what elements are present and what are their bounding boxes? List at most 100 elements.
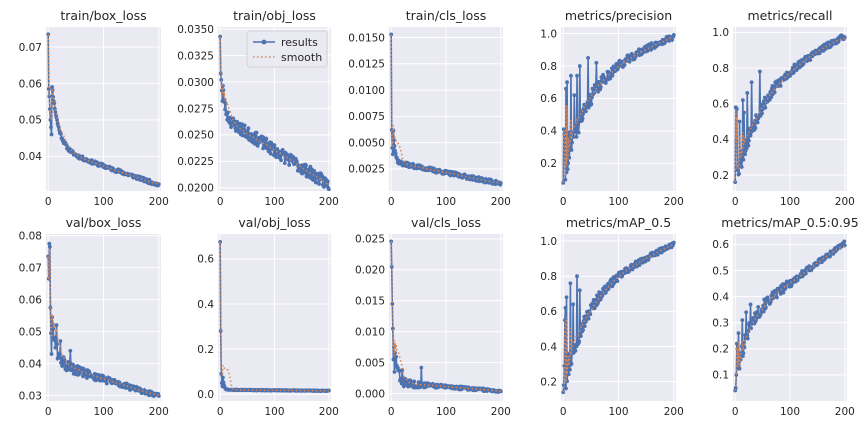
x-tick-label: 200 — [491, 196, 511, 208]
results-point — [564, 86, 568, 91]
results-point — [564, 386, 568, 391]
smooth-line — [47, 34, 159, 185]
results-point — [156, 182, 161, 187]
results-point — [744, 310, 749, 315]
results-point — [734, 107, 739, 111]
smooth-line — [390, 34, 501, 184]
results-point — [740, 354, 745, 358]
results-point — [590, 95, 594, 100]
smooth-line — [562, 36, 675, 183]
y-tick-label: 0.2 — [540, 158, 557, 170]
results-point — [561, 390, 566, 395]
results-point — [742, 110, 746, 115]
smooth-line — [734, 245, 846, 391]
results-point — [790, 65, 795, 70]
y-tick-label: 1.0 — [712, 27, 729, 39]
results-point — [49, 125, 53, 130]
y-tick-label: 0.6 — [712, 98, 729, 110]
results-point — [49, 352, 54, 356]
results-point — [77, 371, 82, 376]
legend-box — [246, 30, 328, 68]
subplot-metrics-precision: 0 100 200 0.2 0.4 0.6 0.8 1.0 metrics/precision — [540, 8, 684, 208]
y-tick-label: 0.0025 — [348, 164, 385, 176]
results-point — [274, 155, 279, 160]
results-point — [264, 136, 269, 141]
results-point — [49, 132, 54, 137]
x-tick-label: 200 — [319, 196, 339, 208]
y-tick-label: 0.0125 — [348, 59, 385, 71]
results-point — [564, 295, 569, 300]
results-point — [232, 123, 237, 128]
results-point — [576, 123, 581, 127]
y-tick-label: 0.0200 — [177, 183, 214, 195]
results-point — [47, 107, 52, 111]
y-tick-label: 0.4 — [197, 299, 214, 311]
results-point — [220, 375, 225, 380]
y-tick-label: 0.08 — [19, 230, 42, 242]
results-point — [47, 94, 52, 99]
results-point — [733, 180, 738, 184]
x-tick-label: 100 — [93, 406, 113, 418]
results-point — [575, 274, 579, 279]
results-point — [563, 177, 568, 182]
y-tick-label: 0.07 — [19, 42, 42, 54]
results-point — [54, 323, 59, 328]
results-point — [235, 119, 239, 124]
results-point — [619, 59, 624, 64]
results-point — [736, 331, 741, 336]
y-tick-label: 0.6 — [197, 254, 214, 266]
y-tick-label: 0.04 — [19, 151, 43, 163]
results-point — [254, 130, 259, 135]
x-tick-label: 100 — [608, 406, 628, 418]
results-point — [219, 78, 224, 82]
results-point — [746, 138, 751, 143]
results-point — [581, 112, 586, 117]
results-point — [769, 95, 774, 99]
subplot-metrics-map-0-5-0-95: 0 100 200 0.1 0.2 0.3 0.4 0.5 0.6 metrics/mAP_0.5… — [712, 215, 858, 418]
y-tick-label: 0.6 — [540, 306, 557, 318]
results-point — [571, 135, 576, 139]
results-point — [392, 144, 397, 148]
results-point — [246, 126, 251, 131]
results-point — [392, 370, 397, 374]
results-point — [412, 379, 417, 384]
y-tick-label: 0.0350 — [177, 24, 214, 36]
x-tick-label: 0 — [560, 196, 567, 208]
subplot-metrics-map-0-5: 0 100 200 0.2 0.4 0.6 0.8 1.0 metrics/mAP_0.5 — [540, 215, 684, 418]
results-point — [610, 73, 615, 78]
subplot-title: val/box_loss — [66, 215, 142, 230]
y-tick-label: 0.020 — [355, 265, 385, 277]
results-point — [304, 163, 308, 168]
results-point — [568, 281, 573, 286]
y-tick-label: 1.0 — [540, 236, 557, 248]
results-point — [603, 81, 608, 85]
results-point — [803, 271, 808, 276]
subplot-train-obj-loss: 0 100 200 0.0200 0.0225 0.0250 0.0275 0.0300 0.0… — [177, 8, 339, 208]
y-tick-label: 0.0100 — [348, 85, 385, 97]
results-point — [744, 146, 749, 151]
x-tick-label: 100 — [780, 196, 800, 208]
smooth-line — [390, 241, 501, 392]
results-point — [737, 119, 742, 124]
results-point — [778, 83, 783, 88]
results-point — [587, 92, 592, 97]
results-point — [218, 34, 223, 39]
results-point — [574, 134, 579, 139]
results-point — [749, 321, 754, 326]
y-tick-label: 0.0250 — [177, 130, 214, 142]
y-tick-label: 0.6 — [540, 93, 557, 105]
results-point — [569, 73, 573, 78]
results-point — [260, 138, 264, 143]
y-tick-label: 0.025 — [355, 234, 385, 246]
results-point — [50, 85, 54, 89]
results-point — [745, 91, 750, 95]
results-point — [583, 109, 588, 114]
results-point — [754, 310, 759, 315]
y-tick-label: 0.2 — [540, 376, 557, 388]
x-tick-label: 0 — [732, 196, 739, 208]
y-tick-label: 0.4 — [712, 291, 729, 303]
results-point — [622, 63, 627, 67]
results-point — [759, 102, 764, 107]
results-point — [586, 105, 591, 110]
results-point — [582, 324, 587, 329]
